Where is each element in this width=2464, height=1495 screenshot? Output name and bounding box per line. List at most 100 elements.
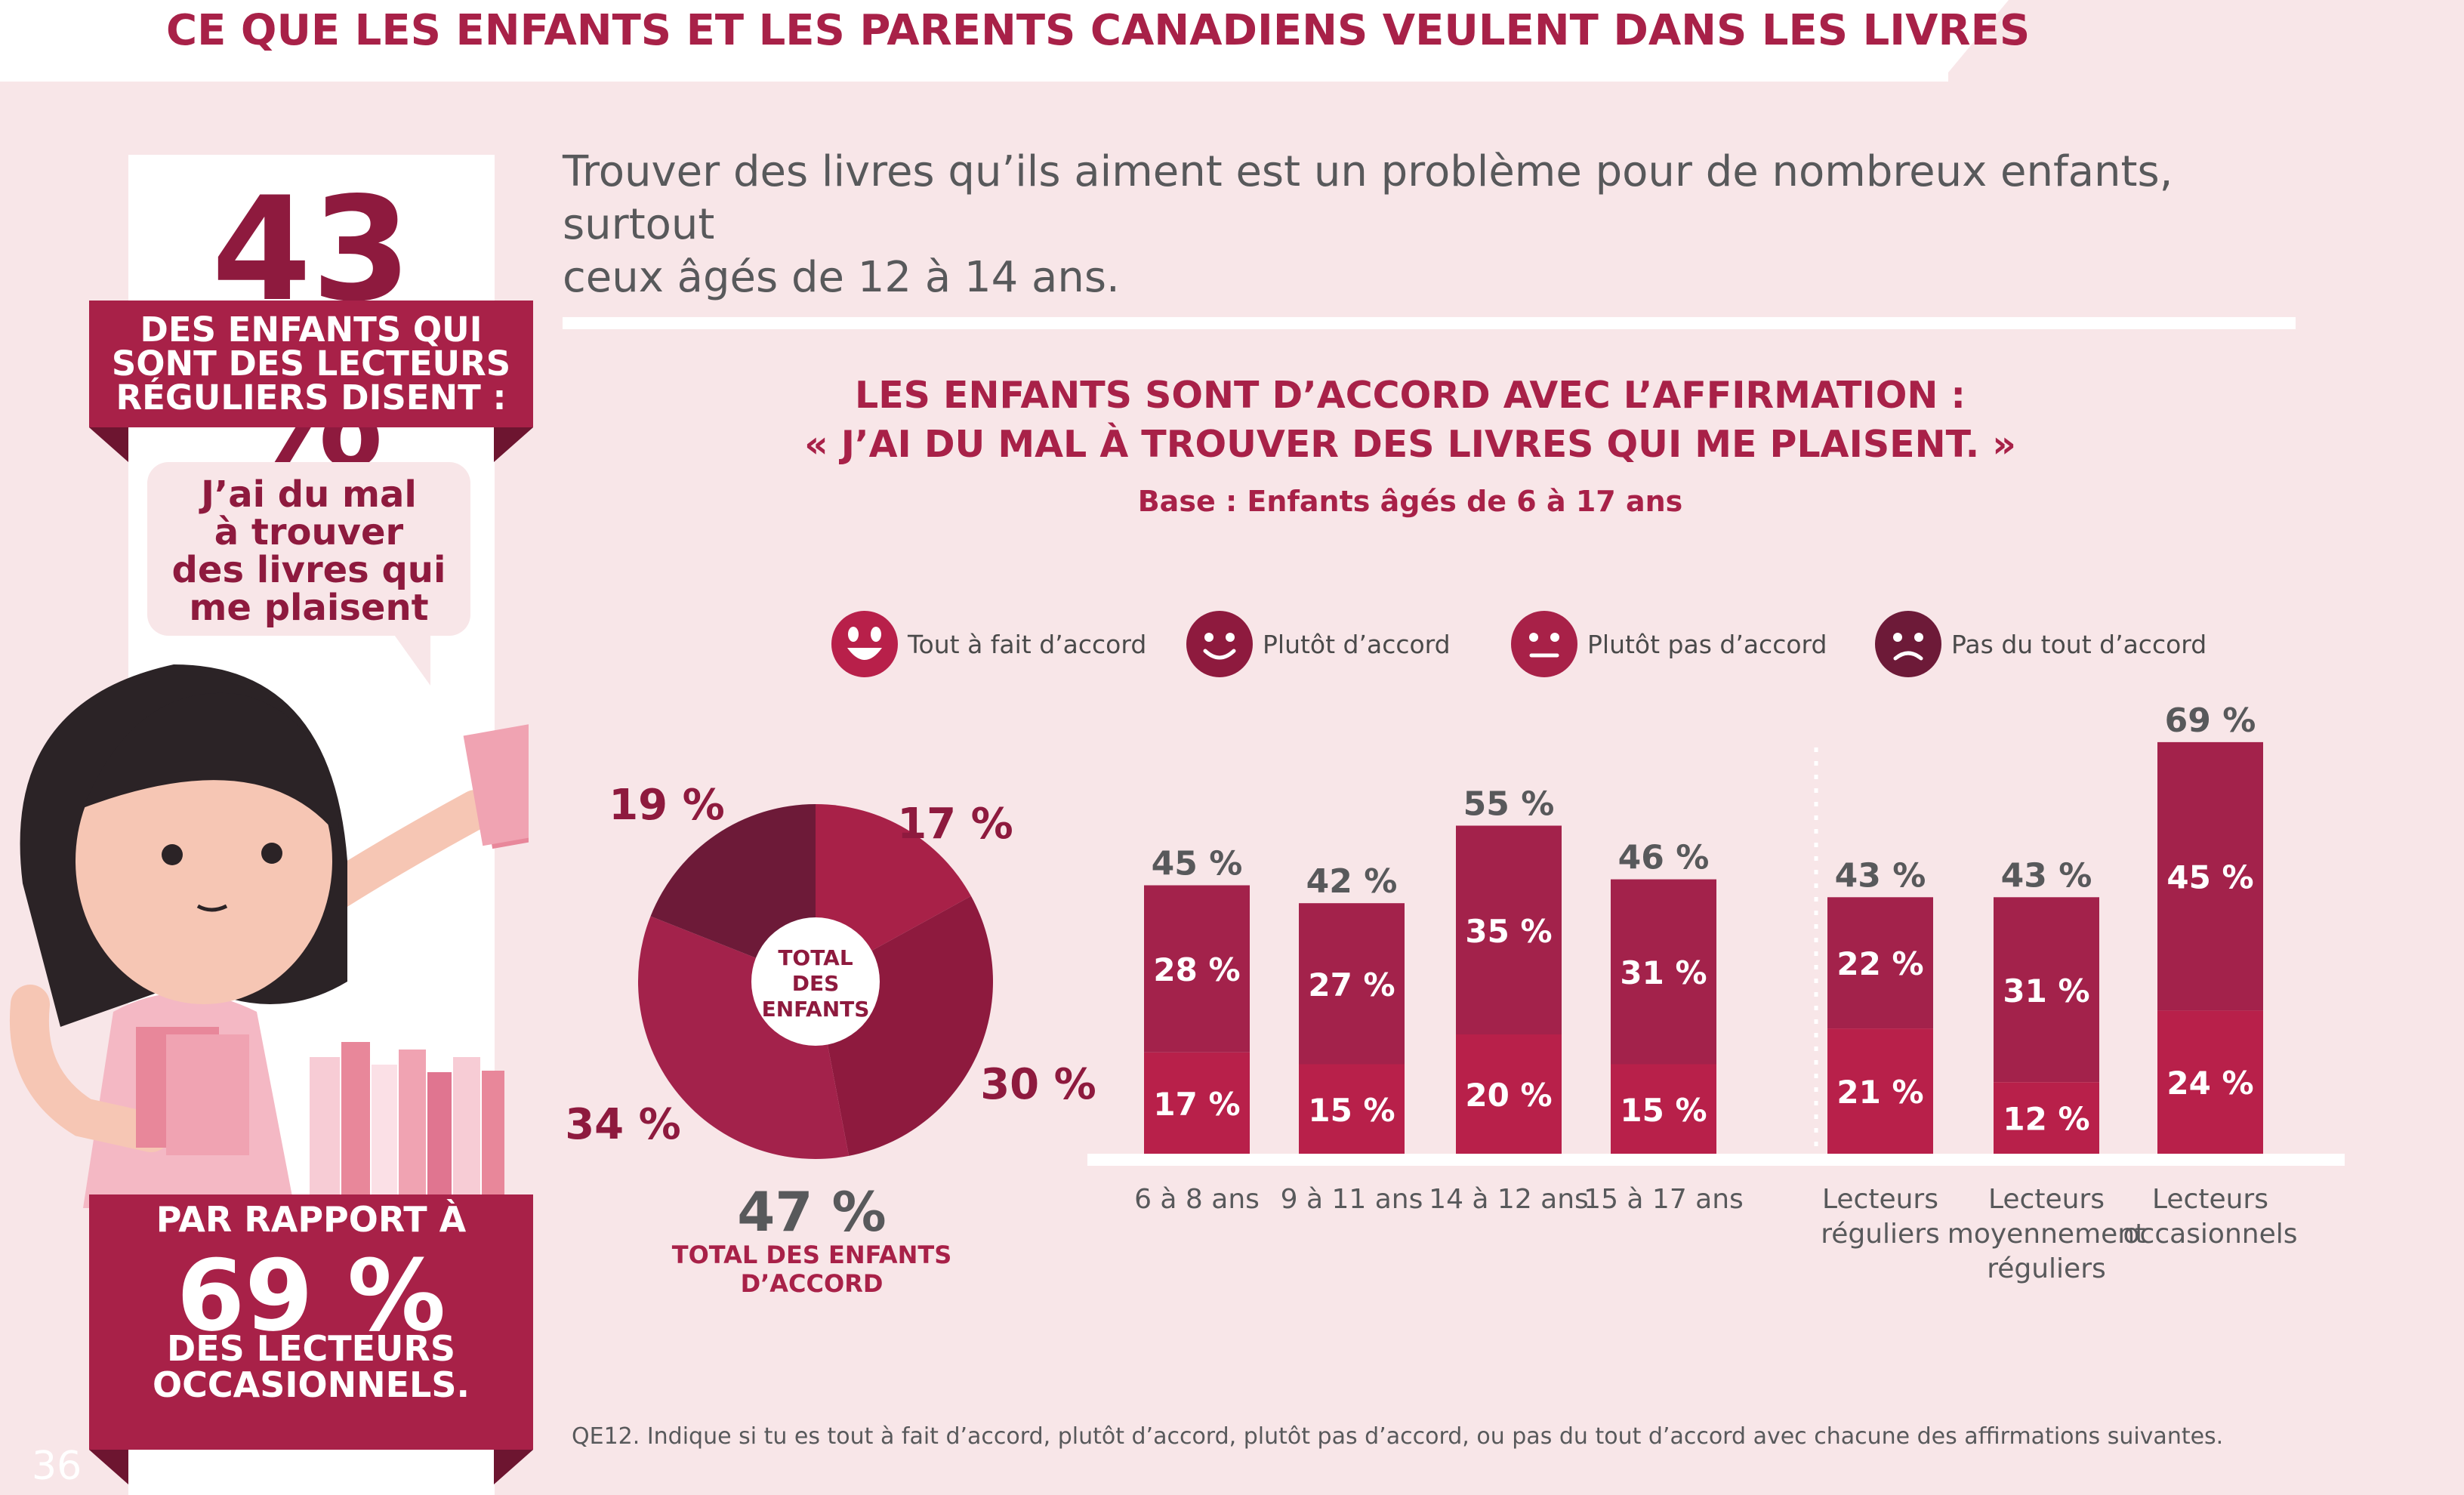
pie-slice-label: 30 %	[980, 1060, 1096, 1109]
bar-category-label: 14 à 12 ans	[1429, 1184, 1589, 1215]
bar-segment	[1144, 885, 1250, 1053]
bar-segment-label: 12 %	[2003, 1101, 2089, 1138]
pie-total-label: D’ACCORD	[741, 1269, 884, 1298]
bar-category-label: 9 à 11 ans	[1281, 1184, 1423, 1215]
bar-segment	[1456, 1034, 1562, 1154]
bar-segment	[1611, 879, 1716, 1065]
bar-category-label: réguliers	[1821, 1219, 1940, 1250]
bar-segment	[1994, 1082, 2099, 1154]
stat-caption-ribbon: DES ENFANTS QUI SONT DES LECTEURS RÉGULI…	[89, 301, 533, 427]
comparison-caption-line: DES LECTEURS	[167, 1328, 455, 1369]
pie-total-value: 47 %	[737, 1180, 886, 1244]
bar-category-label: 6 à 8 ans	[1134, 1184, 1260, 1215]
bar-category-label: 15 à 17 ans	[1584, 1184, 1744, 1215]
bar-segment-label: 24 %	[2166, 1065, 2253, 1102]
bar-segment-label: 31 %	[1620, 954, 1707, 991]
quote-line: à trouver	[214, 511, 404, 553]
bar-segment	[1994, 897, 2099, 1083]
bar-total-label: 42 %	[1306, 862, 1398, 901]
legend-label: Plutôt pas d’accord	[1587, 630, 1827, 659]
bar-category-label: Lecteurs	[1988, 1184, 2105, 1215]
bar-segment	[1456, 825, 1562, 1034]
bar-segment	[1299, 903, 1405, 1065]
comparison-intro: PAR RAPPORT À	[156, 1199, 467, 1240]
pie-slice-label: 17 %	[897, 800, 1013, 849]
bar-segment-label: 22 %	[1836, 945, 1923, 982]
footnote: QE12. Indique si tu es tout à fait d’acc…	[572, 1423, 2224, 1450]
title-bar	[0, 0, 1948, 82]
stat-caption-line: RÉGULIERS DISENT :	[116, 378, 507, 418]
comparison-ribbon	[89, 1194, 533, 1450]
ribbon-fold-right	[494, 1450, 533, 1484]
bar-category-label: Lecteurs	[1822, 1184, 1938, 1215]
bar-total-label: 69 %	[2165, 701, 2256, 740]
page-title: CE QUE LES ENFANTS ET LES PARENTS CANADI…	[166, 6, 2031, 55]
bar-segment-label: 45 %	[2166, 859, 2253, 896]
quote-line: me plaisent	[189, 587, 429, 629]
bar-category-label: occasionnels	[2123, 1219, 2298, 1250]
bar-segment	[2157, 741, 2263, 1011]
bar-segment-label: 20 %	[1465, 1077, 1552, 1114]
legend-label: Tout à fait d’accord	[908, 630, 1147, 659]
bar-segment	[1827, 897, 1933, 1029]
bar-segment-label: 21 %	[1836, 1074, 1923, 1111]
quote-line: J’ai du mal	[201, 473, 417, 516]
comparison-stat: 69 %	[176, 1238, 446, 1353]
quote-bubble: J’ai du mal à trouver des livres qui me …	[147, 462, 470, 636]
bar-total-label: 43 %	[2001, 856, 2092, 895]
bar-segment	[1299, 1064, 1405, 1154]
ribbon-fold-left	[89, 427, 128, 462]
bar-segment-label: 15 %	[1308, 1092, 1395, 1129]
big-smile-icon	[831, 611, 898, 677]
pie-center-label: ENFANTS	[762, 997, 870, 1022]
comparison-caption: DES LECTEURS OCCASIONNELS.	[89, 1330, 533, 1403]
pie-center-hole	[751, 917, 880, 1046]
bar-segment-label: 31 %	[2003, 973, 2089, 1010]
pie-slice-label: 19 %	[609, 781, 725, 830]
pie-total-label: TOTAL DES ENFANTS	[672, 1241, 952, 1269]
title-bar-tip	[1941, 0, 2009, 82]
divider-rule	[563, 317, 2296, 329]
lede-text: Trouver des livres qu’ils aiment est un …	[563, 146, 2299, 304]
quote-line: des livres qui	[171, 549, 446, 591]
bar-segment	[2157, 1010, 2263, 1154]
ribbon-fold-left	[89, 1450, 128, 1484]
stat-caption-line: DES ENFANTS QUI	[140, 310, 483, 350]
chart-title-line: « J’AI DU MAL À TROUVER DES LIVRES QUI M…	[804, 423, 2016, 466]
girl-reading-illustration	[9, 664, 529, 1208]
bar-segment	[1144, 1052, 1250, 1154]
bar-category-label: réguliers	[1987, 1253, 2106, 1284]
lede-line: ceux âgés de 12 à 14 ans.	[563, 253, 1120, 302]
bar-axis-baseline	[1087, 1154, 2345, 1166]
pie-center-label: DES	[792, 971, 840, 996]
chart-title-line: LES ENFANTS SONT D’ACCORD AVEC L’AFFIRMA…	[854, 374, 1966, 417]
quote-bubble-tail	[393, 633, 430, 686]
bar-total-label: 43 %	[1835, 856, 1926, 895]
lede-line: Trouver des livres qu’ils aiment est un …	[563, 147, 2173, 249]
bar-total-label: 45 %	[1152, 845, 1243, 883]
stat-caption-line: SONT DES LECTEURS	[111, 344, 511, 384]
bar-total-label: 55 %	[1463, 785, 1555, 824]
bar-segment	[1827, 1028, 1933, 1154]
page-number: 36	[32, 1444, 82, 1489]
chart-base-note: Base : Enfants âgés de 6 à 17 ans	[1137, 485, 1683, 518]
bar-segment-label: 17 %	[1153, 1086, 1240, 1123]
bar-category-label: moyennement	[1947, 1219, 2145, 1250]
bar-category-label: Lecteurs	[2152, 1184, 2268, 1215]
bar-segment	[1611, 1064, 1716, 1154]
frown-icon	[1875, 611, 1941, 677]
bar-total-label: 46 %	[1618, 839, 1710, 877]
legend-label: Plutôt d’accord	[1263, 630, 1451, 659]
bar-segment-label: 35 %	[1465, 913, 1552, 950]
smile-icon	[1186, 611, 1253, 677]
comparison-caption-line: OCCASIONNELS.	[153, 1364, 470, 1405]
bar-segment-label: 28 %	[1153, 951, 1240, 988]
bar-segment-label: 15 %	[1620, 1092, 1707, 1129]
bar-segment-label: 27 %	[1308, 966, 1395, 1003]
neutral-face-icon	[1511, 611, 1577, 677]
pie-slice-label: 34 %	[565, 1100, 681, 1149]
pie-center-label: TOTAL	[778, 945, 853, 970]
ribbon-fold-right	[494, 427, 533, 462]
legend-label: Pas du tout d’accord	[1951, 630, 2207, 659]
